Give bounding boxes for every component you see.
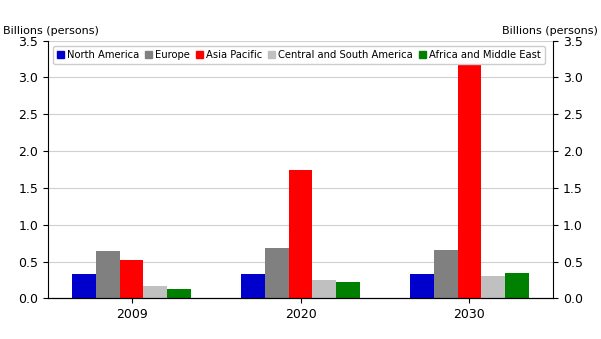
Bar (481, 276, 505, 298)
Bar (264, 248, 288, 298)
Bar (72, 274, 96, 298)
Text: Billions (persons): Billions (persons) (502, 25, 599, 36)
Bar (144, 286, 167, 298)
Bar (120, 260, 144, 298)
Text: Billions (persons): Billions (persons) (2, 25, 99, 36)
Bar (313, 280, 337, 298)
Bar (241, 274, 264, 298)
Bar (288, 170, 313, 298)
Bar (410, 274, 434, 298)
Bar (96, 251, 120, 298)
Bar (337, 282, 360, 298)
Bar (167, 289, 191, 298)
Legend: North America, Europe, Asia Pacific, Central and South America, Africa and Middl: North America, Europe, Asia Pacific, Cen… (53, 46, 545, 64)
Bar (434, 250, 457, 298)
Bar (505, 273, 529, 298)
Bar (457, 61, 481, 298)
